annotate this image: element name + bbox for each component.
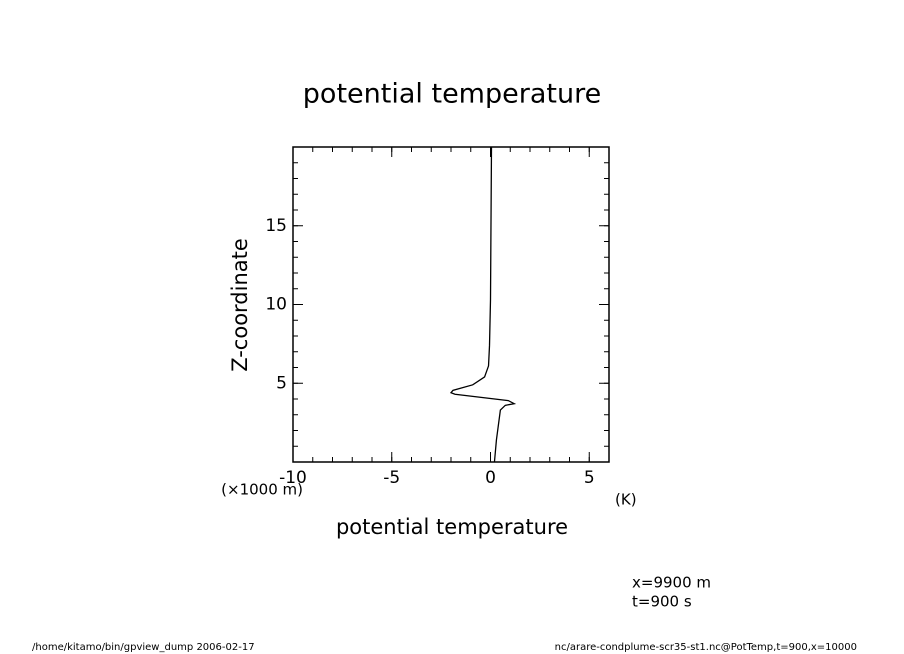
x-unit: (K): [615, 491, 637, 509]
y-tick-label: 5: [276, 373, 287, 393]
x-tick-label: -10: [279, 468, 307, 488]
y-tick-label: 10: [265, 295, 287, 315]
data-line: [449, 146, 517, 463]
y-unit: (×1000 m): [221, 481, 303, 499]
footer: /home/kitamo/bin/gpview_dump 2006-02-17: [32, 642, 255, 653]
footer: nc/arare-condplume-scr35-st1.nc@PotTemp,…: [555, 642, 857, 653]
x-tick-label: 5: [584, 468, 595, 488]
x-tick-label: 0: [485, 468, 496, 488]
annotation: t=900 s: [632, 593, 692, 611]
annotation: x=9900 m: [632, 574, 711, 592]
y-tick-label: 15: [265, 216, 287, 236]
y-axis-label: Z-coordinate: [228, 238, 252, 372]
plot-frame: [292, 146, 610, 463]
chart-title: potential temperature: [303, 79, 601, 110]
x-tick-label: -5: [383, 468, 400, 488]
x-axis-label: potential temperature: [336, 515, 568, 539]
